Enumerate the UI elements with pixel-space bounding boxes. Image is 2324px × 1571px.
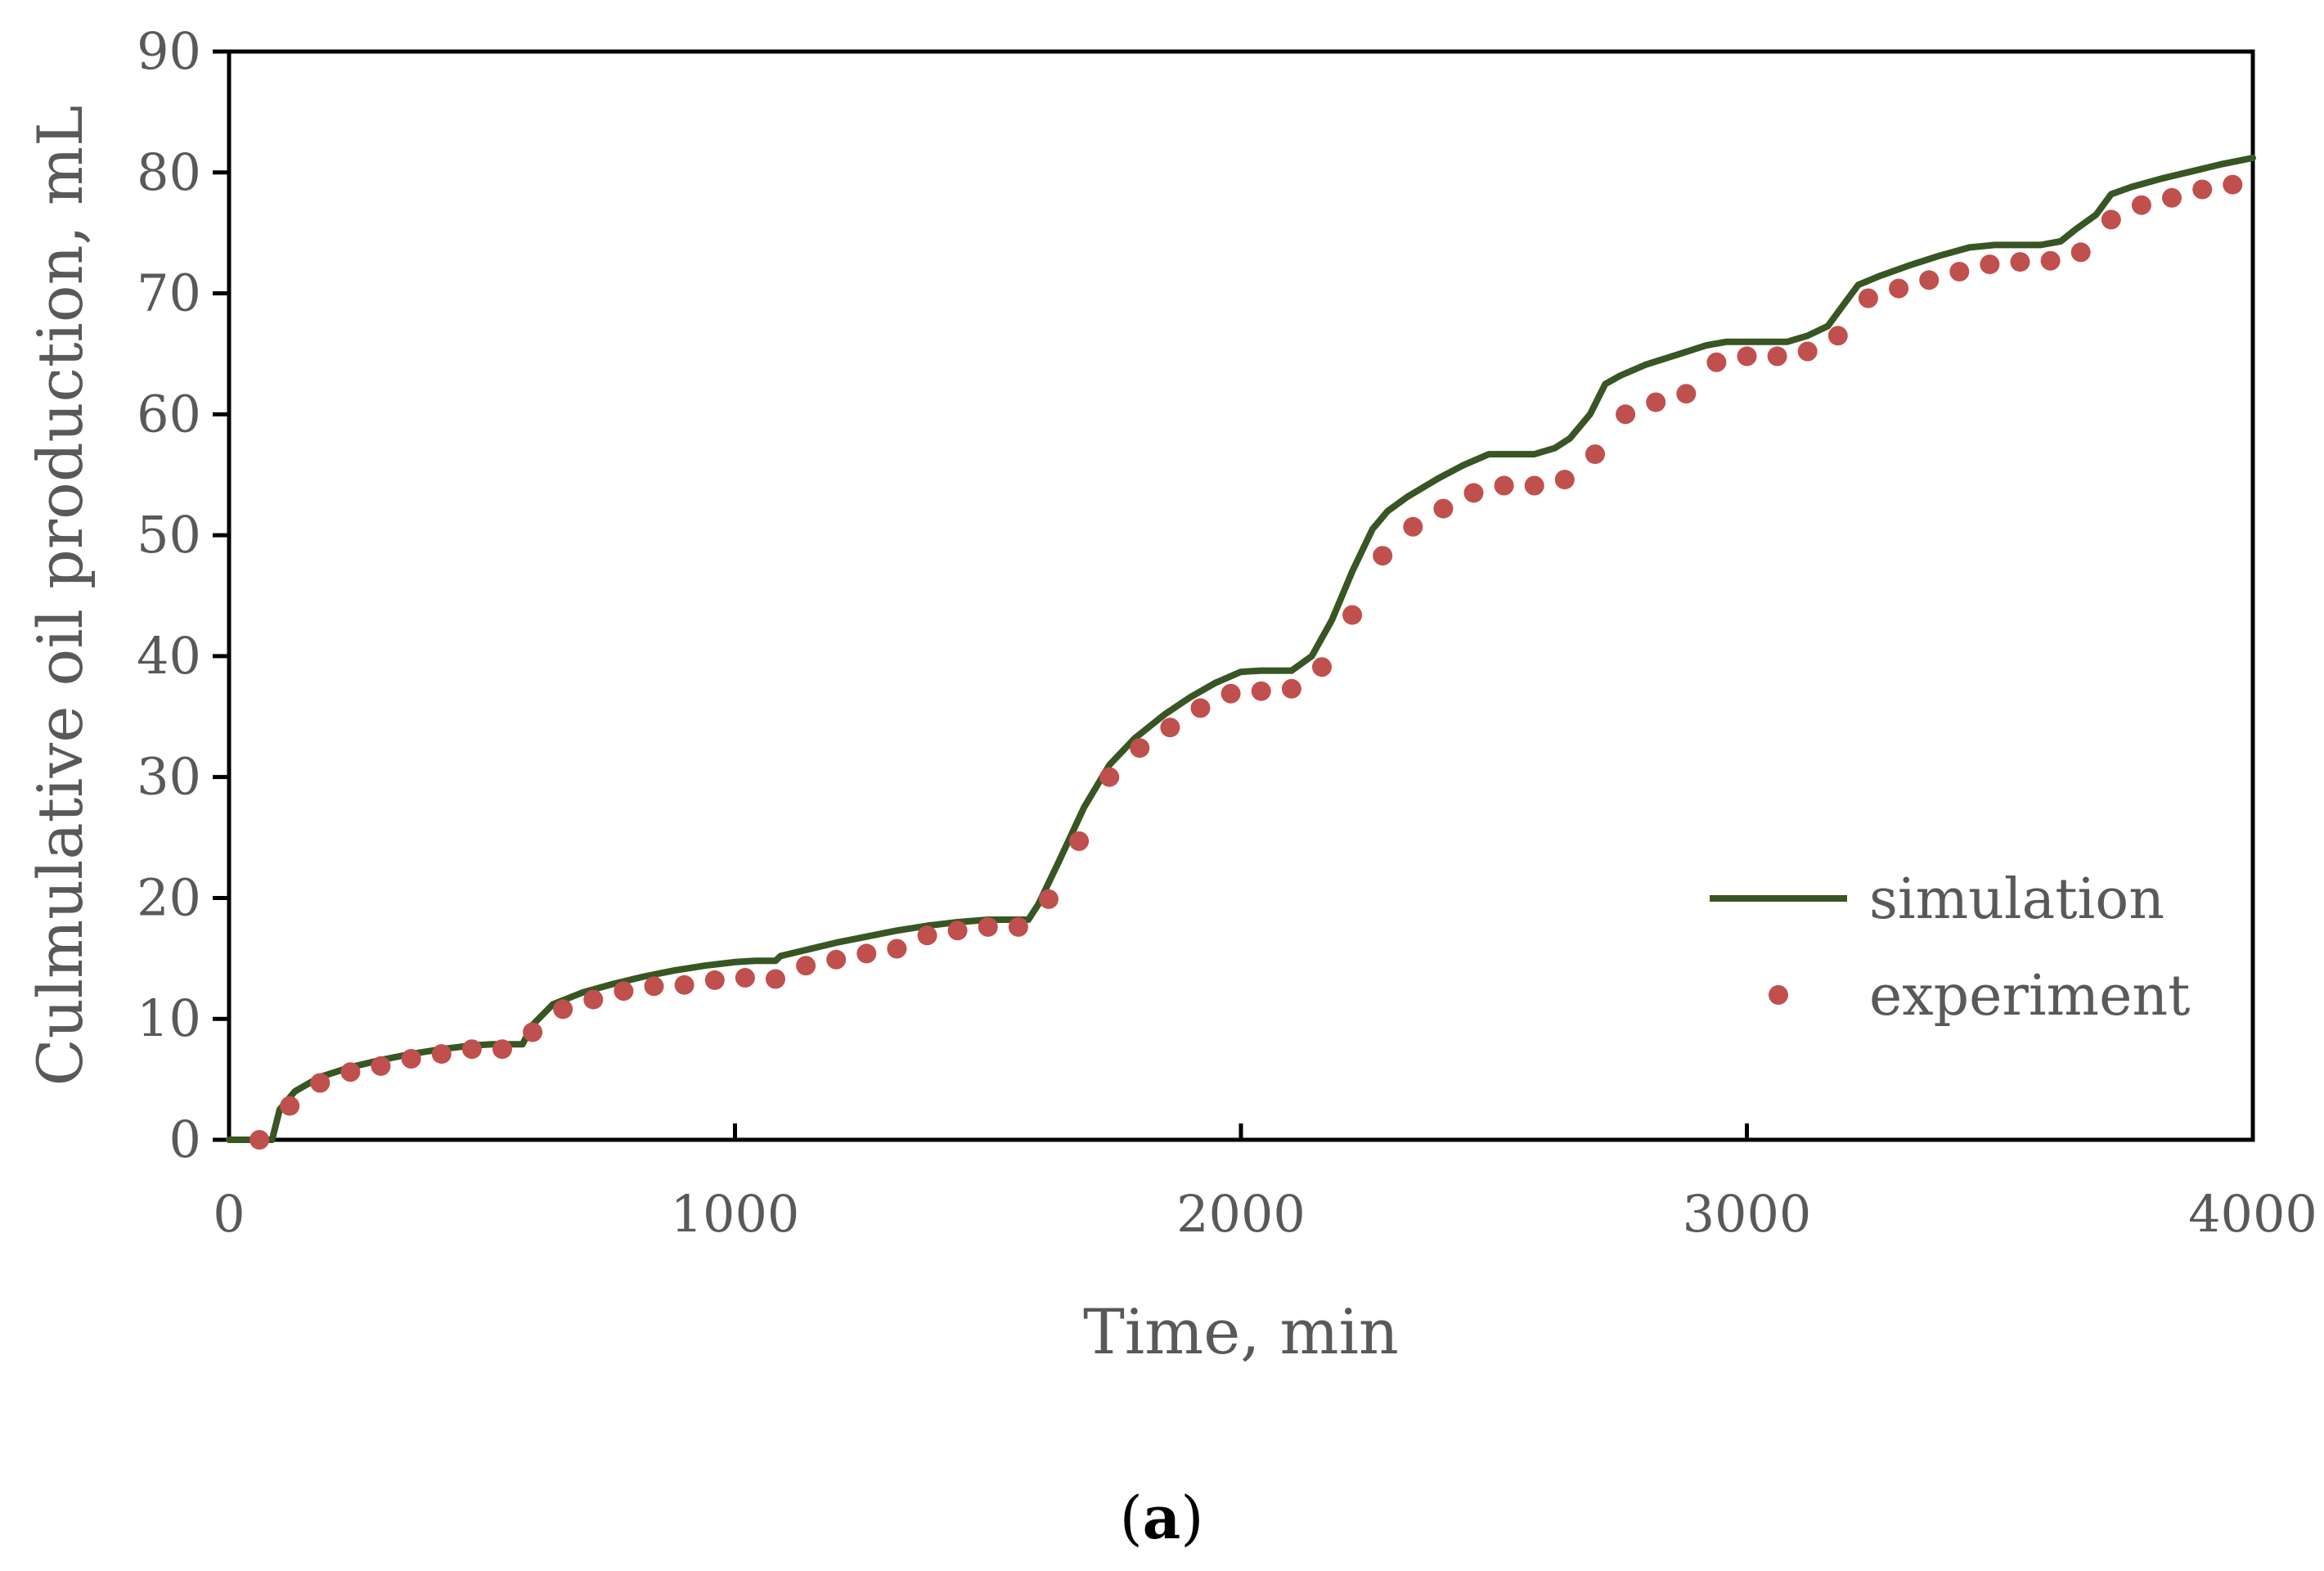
experiment-point bbox=[1646, 392, 1666, 412]
series-layer bbox=[226, 155, 2256, 1150]
experiment-point bbox=[947, 921, 968, 941]
y-tick-label: 40 bbox=[137, 626, 201, 686]
experiment-point bbox=[1949, 262, 1970, 281]
experiment-point bbox=[2131, 195, 2151, 215]
experiment-point bbox=[1312, 657, 1332, 677]
experiment-point bbox=[1585, 444, 1605, 465]
experiment-point bbox=[583, 989, 604, 1010]
experiment-point bbox=[249, 1130, 270, 1150]
experiment-point bbox=[1099, 767, 1120, 787]
x-tick-label: 0 bbox=[213, 1184, 245, 1244]
y-tick-label: 90 bbox=[137, 21, 201, 81]
experiment-point bbox=[1706, 352, 1727, 372]
x-tick-label: 1000 bbox=[671, 1184, 800, 1244]
experiment-point bbox=[2010, 252, 2030, 272]
experiment-point bbox=[1797, 341, 1818, 362]
y-axis-title: Culmulative oil production, mL bbox=[24, 106, 97, 1087]
experiment-point bbox=[461, 1039, 482, 1060]
experiment-point bbox=[431, 1044, 452, 1065]
experiment-point bbox=[1737, 346, 1757, 367]
experiment-point bbox=[1524, 475, 1544, 496]
y-tick-label: 60 bbox=[137, 384, 201, 443]
experiment-point bbox=[1251, 681, 1271, 701]
x-tick-label: 4000 bbox=[2188, 1184, 2317, 1244]
experiment-point bbox=[856, 943, 877, 964]
experiment-point bbox=[1160, 718, 1180, 738]
y-tick-label: 30 bbox=[137, 747, 201, 807]
experiment-point bbox=[978, 916, 998, 937]
experiment-point bbox=[2223, 174, 2243, 195]
experiment-point bbox=[310, 1073, 330, 1093]
experiment-point bbox=[1039, 889, 1059, 909]
experiment-point bbox=[1827, 326, 1848, 346]
figure-caption: (a) bbox=[1120, 1483, 1204, 1552]
experiment-point bbox=[1220, 683, 1241, 704]
y-tick-label: 70 bbox=[137, 263, 201, 323]
experiment-point bbox=[2101, 209, 2121, 230]
experiment-point bbox=[1858, 288, 1878, 308]
experiment-point bbox=[1767, 346, 1787, 367]
experiment-point bbox=[492, 1039, 512, 1060]
caption-prefix: ( bbox=[1120, 1483, 1143, 1552]
experiment-point bbox=[1069, 831, 1090, 851]
experiment-point bbox=[1433, 498, 1454, 519]
y-axis: 0 10 20 30 40 50 60 70 80 90 bbox=[137, 21, 229, 1169]
x-tick-label: 2000 bbox=[1176, 1184, 1306, 1244]
experiment-point bbox=[826, 949, 847, 970]
caption-letter: a bbox=[1143, 1483, 1181, 1552]
legend-simulation-label: simulation bbox=[1869, 867, 2164, 932]
experiment-point bbox=[1342, 605, 1363, 625]
experiment-point bbox=[1616, 404, 1636, 425]
experiment-point bbox=[1463, 483, 1484, 503]
experiment-point bbox=[340, 1062, 361, 1083]
experiment-point bbox=[371, 1056, 391, 1076]
experiment-point bbox=[917, 925, 937, 946]
experiment-point bbox=[1980, 254, 2000, 275]
experiment-point bbox=[2162, 187, 2182, 208]
experiment-point bbox=[674, 975, 695, 995]
experiment-point bbox=[1403, 516, 1423, 537]
experiment-point bbox=[280, 1096, 300, 1116]
experiment-point bbox=[1008, 916, 1028, 937]
experiment-point bbox=[1494, 475, 1514, 496]
legend: simulation experiment bbox=[1710, 867, 2190, 1029]
experiment-point bbox=[796, 956, 816, 976]
experiment-point bbox=[614, 981, 634, 1002]
experiment-point bbox=[2070, 242, 2091, 263]
experiment-point bbox=[401, 1049, 421, 1069]
experiment-point bbox=[1889, 278, 1909, 299]
experiment-point bbox=[704, 970, 725, 990]
x-tick-label: 3000 bbox=[1683, 1184, 1812, 1244]
experiment-point bbox=[1281, 678, 1301, 699]
experiment-point bbox=[2040, 250, 2061, 271]
legend-experiment-marker bbox=[1769, 985, 1788, 1005]
experiment-point bbox=[523, 1022, 543, 1042]
y-tick-label: 50 bbox=[137, 505, 201, 565]
y-tick-label: 20 bbox=[137, 867, 201, 927]
experiment-point bbox=[735, 968, 755, 988]
experiment-point bbox=[1919, 270, 1940, 290]
experiment-point bbox=[1554, 470, 1575, 490]
experiment-point bbox=[766, 969, 785, 989]
y-tick-label: 0 bbox=[169, 1110, 201, 1169]
experiment-point bbox=[553, 999, 573, 1020]
legend-experiment-label: experiment bbox=[1869, 964, 2190, 1029]
y-tick-label: 10 bbox=[137, 988, 201, 1048]
experiment-point bbox=[1190, 698, 1211, 718]
experiment-point bbox=[644, 976, 664, 997]
simulation-line bbox=[226, 155, 2256, 1143]
experiment-point bbox=[887, 939, 907, 959]
x-axis-title: Time, min bbox=[1083, 1295, 1399, 1368]
caption-suffix: ) bbox=[1180, 1483, 1203, 1552]
experiment-point bbox=[1373, 546, 1393, 566]
experiment-point bbox=[1130, 738, 1150, 758]
experiment-point bbox=[2192, 179, 2213, 200]
experiment-point bbox=[1676, 384, 1697, 404]
y-tick-label: 80 bbox=[137, 142, 201, 202]
x-axis: 0 1000 2000 3000 4000 bbox=[213, 1123, 2317, 1244]
